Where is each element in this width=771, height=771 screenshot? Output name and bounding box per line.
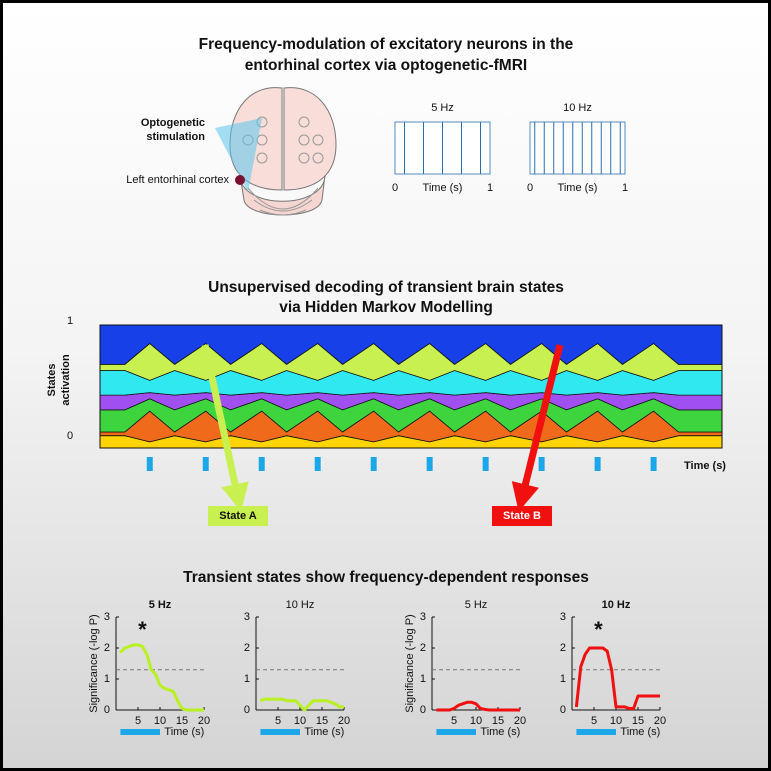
stimulus-bar [436, 729, 476, 735]
stim-label: stimulation [146, 131, 205, 143]
chart-title: 10 Hz [602, 599, 631, 611]
section-title: Unsupervised decoding of transient brain… [208, 279, 564, 296]
x-tick-label: 15 [176, 715, 188, 727]
state-label: State A [219, 510, 257, 522]
x-label: Time (s) [423, 182, 463, 194]
state-box [492, 506, 552, 526]
y-tick-label: 0 [244, 704, 250, 716]
x-tick-label: 5 [275, 715, 281, 727]
stimulus-bar [260, 729, 300, 735]
stimulus [594, 457, 601, 471]
y-tick-label: 2 [560, 642, 566, 654]
significance-mark: * [138, 617, 147, 642]
y-tick-label: 3 [420, 611, 426, 623]
y-tick-label: 3 [560, 611, 566, 623]
y-label: Significance (-log P) [88, 614, 100, 712]
y-tick-label: 2 [244, 642, 250, 654]
brain [215, 87, 337, 216]
x-label: Time (s) [558, 182, 598, 194]
state-arrow [201, 344, 249, 512]
x-label: Time (s) [304, 726, 344, 738]
x-tick-label: 1 [622, 182, 628, 194]
x-tick-label: 15 [632, 715, 644, 727]
stimulus [426, 457, 433, 471]
stimulus [482, 457, 489, 471]
response-line [119, 643, 204, 712]
x-label: Time (s) [620, 726, 660, 738]
x-tick-label: 10 [610, 715, 622, 727]
response-line [574, 646, 660, 710]
x-tick-label: 5 [135, 715, 141, 727]
section-title: Transient states show frequency-dependen… [183, 569, 589, 586]
y-label: States [46, 363, 58, 396]
panel-label: 5 Hz [431, 102, 454, 114]
y-label: activation [60, 354, 72, 406]
plot-frame [99, 324, 723, 449]
chart-title: 5 Hz [465, 599, 488, 611]
stimulus-bar [576, 729, 616, 735]
y-tick-label: 0 [420, 704, 426, 716]
x-tick-label: 10 [154, 715, 166, 727]
x-tick-label: 5 [451, 715, 457, 727]
response-line [259, 697, 344, 712]
y-label: Significance (-log P) [404, 614, 416, 712]
y-tick-label: 1 [420, 673, 426, 685]
significance-mark: * [594, 617, 603, 642]
y-tick-label: 2 [420, 642, 426, 654]
panel-box [529, 121, 626, 175]
x-label: Time (s) [684, 460, 726, 472]
x-tick-label: 0 [527, 182, 533, 194]
y-tick-label: 3 [244, 611, 250, 623]
stimulus [202, 457, 209, 471]
x-tick-label: 15 [316, 715, 328, 727]
x-tick-label: 5 [591, 715, 597, 727]
title: entorhinal cortex via optogenetic-fMRI [245, 57, 527, 74]
y-tick-label: 1 [244, 673, 250, 685]
stimulus [314, 457, 321, 471]
y-tick-label: 0 [104, 704, 110, 716]
y-tick-label: 0 [560, 704, 566, 716]
state-label: State B [503, 510, 541, 522]
stimulus [370, 457, 377, 471]
x-tick-label: 10 [470, 715, 482, 727]
stimulus [650, 457, 657, 471]
chart-title: 5 Hz [149, 599, 172, 611]
section-title: via Hidden Markov Modelling [279, 299, 493, 316]
state-arrow [511, 344, 564, 512]
y-tick-label: 1 [104, 673, 110, 685]
x-tick-label: 20 [654, 715, 666, 727]
y-tick-label: 0 [67, 430, 73, 442]
state-box [208, 506, 268, 526]
chart-title: 10 Hz [286, 599, 315, 611]
x-tick-label: 1 [487, 182, 493, 194]
x-tick-label: 20 [514, 715, 526, 727]
x-tick-label: 15 [492, 715, 504, 727]
x-tick-label: 20 [338, 715, 350, 727]
stimulus [538, 457, 545, 471]
stim-label: Optogenetic [141, 117, 205, 129]
response-line [436, 700, 520, 712]
stimulus [146, 457, 153, 471]
x-tick-label: 10 [294, 715, 306, 727]
y-tick-label: 1 [67, 315, 73, 327]
x-tick-label: 20 [198, 715, 210, 727]
x-tick-label: 0 [392, 182, 398, 194]
title: Frequency-modulation of excitatory neuro… [199, 36, 574, 53]
panel-label: 10 Hz [563, 102, 592, 114]
region-label: Left entorhinal cortex [126, 174, 229, 186]
x-label: Time (s) [480, 726, 520, 738]
y-tick-label: 3 [104, 611, 110, 623]
x-label: Time (s) [164, 726, 204, 738]
y-tick-label: 2 [104, 642, 110, 654]
y-tick-label: 1 [560, 673, 566, 685]
stimulus [258, 457, 265, 471]
stimulus-bar [120, 729, 160, 735]
